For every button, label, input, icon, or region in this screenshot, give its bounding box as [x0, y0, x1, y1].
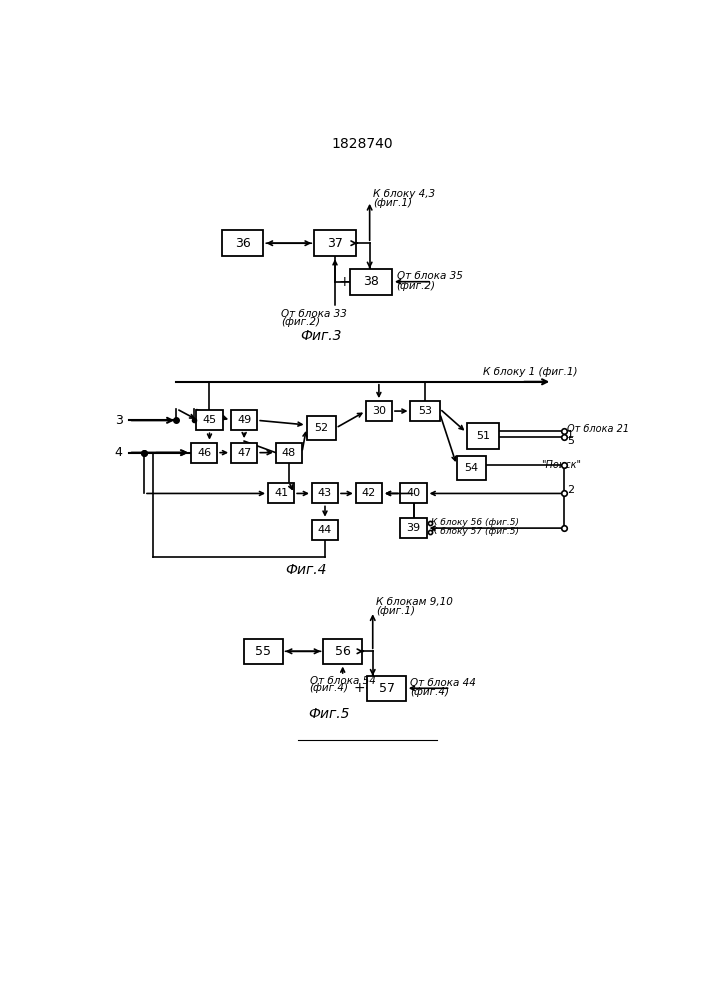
Text: 51: 51 [476, 431, 490, 441]
Bar [231, 410, 257, 430]
Bar [324, 639, 362, 664]
Text: 3: 3 [115, 414, 122, 427]
Text: 47: 47 [237, 448, 251, 458]
Text: "Поиск": "Поиск" [541, 460, 580, 470]
Text: 57: 57 [378, 682, 395, 695]
Bar [312, 520, 338, 540]
Text: (фиг.4): (фиг.4) [310, 683, 349, 693]
Text: К блоку 1 (фиг.1): К блоку 1 (фиг.1) [483, 367, 578, 377]
Text: К блоку 57 (фиг.5): К блоку 57 (фиг.5) [431, 527, 519, 536]
Bar [268, 483, 294, 503]
Text: 1828740: 1828740 [331, 137, 393, 151]
Text: 37: 37 [327, 237, 343, 250]
Text: 53: 53 [418, 406, 432, 416]
Text: 2: 2 [567, 485, 574, 495]
Bar [411, 401, 440, 421]
Bar [222, 230, 264, 256]
Text: 55: 55 [255, 645, 271, 658]
Text: К блоку 56 (фиг.5): К блоку 56 (фиг.5) [431, 518, 519, 527]
Text: 44: 44 [318, 525, 332, 535]
Bar [400, 518, 426, 538]
Bar [457, 456, 486, 480]
Text: 45: 45 [202, 415, 216, 425]
Bar [307, 416, 336, 440]
Bar [467, 423, 499, 449]
Text: 42: 42 [362, 488, 376, 498]
Bar [197, 410, 223, 430]
Text: (фиг.2): (фиг.2) [397, 281, 436, 291]
Bar [368, 676, 406, 701]
Text: 5: 5 [567, 436, 574, 446]
Bar [400, 483, 426, 503]
Text: К блокам 9,10: К блокам 9,10 [376, 597, 452, 607]
Text: От блока 44: От блока 44 [411, 678, 477, 688]
Text: 30: 30 [372, 406, 386, 416]
Text: 43: 43 [318, 488, 332, 498]
Text: 38: 38 [363, 275, 379, 288]
Text: 46: 46 [197, 448, 211, 458]
Text: Фиг.4: Фиг.4 [285, 563, 327, 577]
Text: 1: 1 [567, 430, 574, 440]
Text: 49: 49 [237, 415, 251, 425]
Text: 56: 56 [335, 645, 351, 658]
Bar [356, 483, 382, 503]
Text: К блоку 4,3: К блоку 4,3 [373, 189, 435, 199]
Text: +: + [354, 681, 366, 695]
Text: +: + [339, 275, 350, 289]
Text: От блока 33: От блока 33 [281, 309, 347, 319]
Text: (фиг.1): (фиг.1) [373, 198, 411, 208]
Bar [231, 443, 257, 463]
Bar [312, 483, 338, 503]
Text: 48: 48 [281, 448, 296, 458]
Text: 54: 54 [464, 463, 479, 473]
Text: 41: 41 [274, 488, 288, 498]
Text: От блока 21: От блока 21 [567, 424, 629, 434]
Text: 36: 36 [235, 237, 250, 250]
Bar [244, 639, 283, 664]
Text: (фиг.1): (фиг.1) [376, 606, 415, 616]
Text: От блока 35: От блока 35 [397, 271, 462, 281]
Text: 52: 52 [314, 423, 328, 433]
Bar [191, 443, 217, 463]
Text: Фиг.3: Фиг.3 [300, 329, 342, 343]
Bar [314, 230, 356, 256]
Bar [366, 401, 392, 421]
Text: 40: 40 [407, 488, 421, 498]
Text: (фиг.4): (фиг.4) [411, 687, 450, 697]
Bar [276, 443, 302, 463]
Text: 4: 4 [115, 446, 122, 459]
Bar [351, 269, 392, 295]
Text: 39: 39 [407, 523, 421, 533]
Text: Фиг.5: Фиг.5 [308, 707, 349, 721]
Text: (фиг.2): (фиг.2) [281, 317, 320, 327]
Text: От блока 54: От блока 54 [310, 676, 375, 686]
